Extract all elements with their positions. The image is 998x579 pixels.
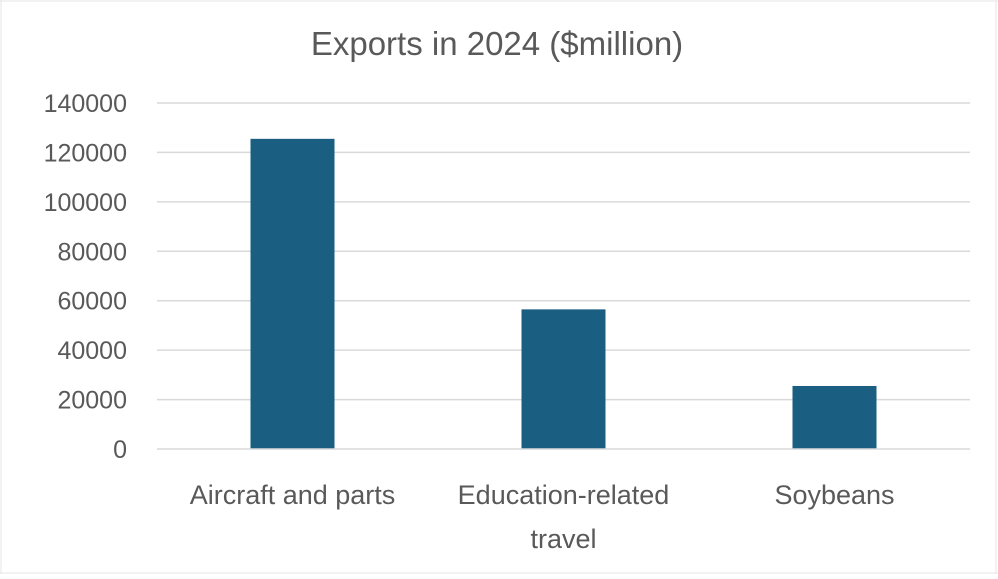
chart-title: Exports in 2024 ($million) xyxy=(311,25,683,62)
y-tick-label: 80000 xyxy=(57,238,127,266)
y-tick-label: 20000 xyxy=(57,387,127,415)
x-tick-label: Soybeans xyxy=(774,480,894,510)
bar xyxy=(792,385,877,449)
x-tick-label: Aircraft and parts xyxy=(190,480,396,510)
y-axis-tick-labels: 0 20000 40000 60000 80000 100000 120000 140000 xyxy=(44,90,127,464)
y-tick-label: 0 xyxy=(113,436,127,464)
x-axis-tick-labels: Aircraft and parts Education-related trave… xyxy=(190,480,895,554)
y-tick-label: 100000 xyxy=(44,189,127,217)
y-tick-label: 40000 xyxy=(57,337,127,365)
bars xyxy=(250,138,877,450)
x-tick-label: Education-related travel xyxy=(458,480,670,554)
y-tick-label: 60000 xyxy=(57,288,127,316)
bar xyxy=(250,138,335,450)
y-tick-label: 140000 xyxy=(44,90,127,118)
y-tick-label: 120000 xyxy=(44,139,127,167)
bar xyxy=(521,309,606,449)
